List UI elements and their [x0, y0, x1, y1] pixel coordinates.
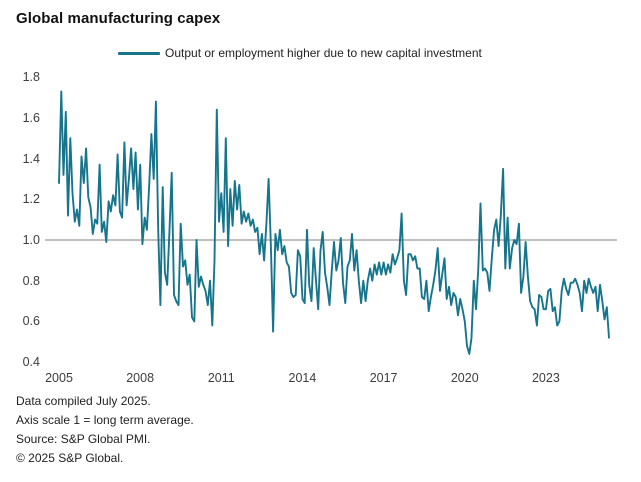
footnote-compiled: Data compiled July 2025.	[16, 394, 151, 408]
y-axis-tick-label: 0.8	[22, 273, 40, 288]
data-series-line	[58, 90, 610, 355]
footnote-copyright: © 2025 S&P Global.	[16, 451, 124, 465]
chart-title: Global manufacturing capex	[16, 10, 221, 27]
footnote-axis-scale: Axis scale 1 = long term average.	[16, 413, 194, 427]
y-axis-tick-label: 1.8	[22, 70, 40, 85]
x-axis-tick-label: 2011	[207, 371, 235, 385]
x-axis-tick-label: 2008	[126, 371, 155, 385]
y-axis-tick-label: 0.6	[22, 314, 40, 329]
x-axis-tick-label: 2005	[45, 371, 73, 385]
y-axis-tick-label: 1.2	[22, 192, 40, 207]
x-axis-tick-label: 2023	[531, 371, 560, 385]
x-axis-tick-label: 2014	[288, 371, 317, 385]
x-axis-tick-label: 2017	[369, 371, 398, 385]
y-axis-tick-label: 0.4	[22, 355, 40, 370]
x-axis-tick-label: 2020	[450, 371, 479, 385]
legend-label: Output or employment higher due to new c…	[165, 46, 482, 60]
chart-footnotes: Data compiled July 2025. Axis scale 1 = …	[16, 392, 194, 468]
y-axis-tick-label: 1.4	[22, 151, 40, 166]
y-axis-tick-label: 1.6	[22, 110, 40, 125]
legend: Output or employment higher due to new c…	[118, 46, 482, 60]
footnote-source: Source: S&P Global PMI.	[16, 432, 151, 446]
legend-line-swatch	[118, 51, 160, 55]
y-axis-tick-label: 1.0	[22, 233, 40, 247]
